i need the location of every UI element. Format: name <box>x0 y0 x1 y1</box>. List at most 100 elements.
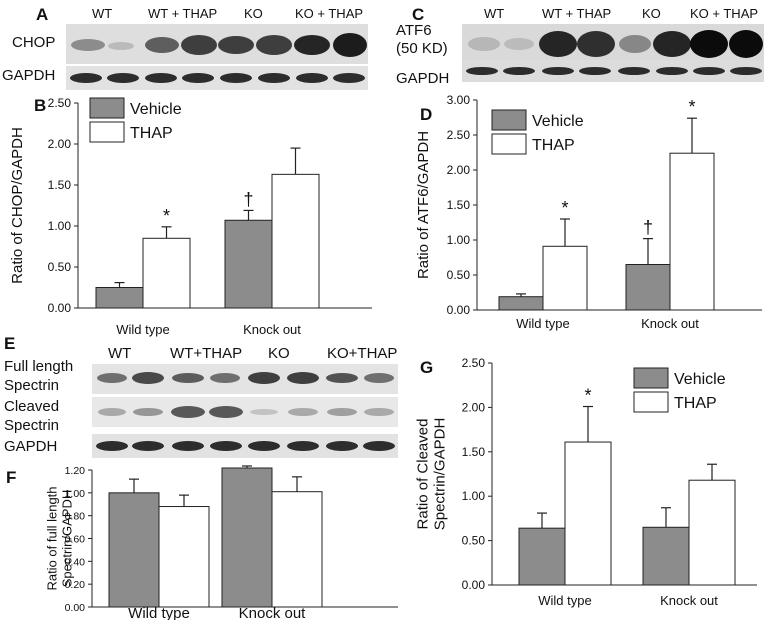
panel-letter-e: E <box>4 334 16 353</box>
y-axis-label-b: Ratio of CHOP/GAPDH <box>9 127 26 284</box>
y-tick-label-d: 1.00 <box>447 233 471 247</box>
category-label-f: Wild type <box>128 605 190 620</box>
lane-label-ko-c: KO <box>642 6 661 21</box>
y-tick-label-f: 0.80 <box>65 511 86 523</box>
blot-row-label-atf6-size: (50 KD) <box>396 40 448 57</box>
category-label-g: Wild type <box>538 593 591 608</box>
legend-swatch-b-thap <box>89 121 125 143</box>
bar-b-vehicle-1 <box>224 219 273 309</box>
legend-label-d-thap: THAP <box>532 137 575 154</box>
blot-row-label-cleaved: Cleaved <box>4 398 60 415</box>
blot-row-label-atf6: ATF6 <box>396 22 432 39</box>
y-tick-label-g: 2.00 <box>462 400 486 414</box>
bar-d-thap-0 <box>542 245 588 311</box>
blot-row-label-gapdh-e: GAPDH <box>4 438 58 455</box>
panel-letter-c: C <box>412 5 425 24</box>
category-label-d: Knock out <box>641 316 699 331</box>
y-tick-label-b: 0.50 <box>48 260 72 274</box>
category-label-b: Knock out <box>243 322 301 337</box>
y-tick-label-g: 2.50 <box>462 356 486 370</box>
category-label-d: Wild type <box>516 316 569 331</box>
y-tick-label-f: 0.60 <box>65 534 86 546</box>
blot-image-atf6 <box>462 24 764 64</box>
legend-swatch-d-thap <box>491 133 527 155</box>
blot-image-chop <box>66 24 368 64</box>
lane-label-wt: WT <box>92 6 113 21</box>
y-tick-label-d: 0.00 <box>447 303 471 317</box>
y-tick-label-f: 0.20 <box>65 579 86 591</box>
significance-marker-g: * <box>584 386 591 406</box>
blot-image-gapdh-e <box>92 434 398 458</box>
lane-label-ko: KO <box>244 6 263 21</box>
y-tick-label-g: 0.50 <box>462 534 486 548</box>
y-tick-label-d: 2.50 <box>447 128 471 142</box>
blot-image-gapdh-c <box>462 60 764 82</box>
lane-label-wt-c: WT <box>484 6 505 21</box>
panel-letter-b: B <box>34 96 47 115</box>
y-axis-label-g: Ratio of Cleaved <box>415 419 432 530</box>
y-tick-label-g: 1.50 <box>462 445 486 459</box>
significance-marker-d: * <box>688 97 695 117</box>
y-tick-label-d: 3.00 <box>447 93 471 107</box>
bar-g-thap-1 <box>688 479 736 586</box>
bar-f-vehicle-0 <box>108 492 160 608</box>
blot-row-label-gapdh: GAPDH <box>2 67 56 84</box>
lane-label-wt-thap-c: WT + THAP <box>542 6 612 21</box>
chart-b: 0.00 0.50 1.00 1.50 2.00 2.50 Ratio of CHOP/GA… <box>9 96 372 337</box>
chart-g: 0.00 0.50 1.00 1.50 2.00 2.50 Ratio of Cleaved… <box>415 356 757 608</box>
significance-marker-b: * <box>163 206 170 226</box>
panel-letter-f: F <box>6 468 17 487</box>
y-tick-label-f: 1.00 <box>65 488 86 500</box>
legend-label-b-vehicle: Vehicle <box>130 101 182 118</box>
y-axis-label-g: Spectrin/GAPDH <box>432 418 449 531</box>
blot-image-gapdh-a <box>66 66 368 90</box>
bar-d-vehicle-0 <box>498 296 544 311</box>
panel-letter-g: G <box>420 358 434 377</box>
lane-label-wt-thap-e: WT+THAP <box>170 345 243 362</box>
y-tick-label-b: 2.50 <box>48 96 72 110</box>
blot-image-full-length-spectrin <box>92 364 398 394</box>
y-tick-label-d: 1.50 <box>447 198 471 212</box>
y-tick-label-d: 2.00 <box>447 163 471 177</box>
blot-row-label-spectrin-1: Spectrin <box>4 377 60 394</box>
significance-marker-d: † <box>643 218 653 238</box>
bar-b-thap-1 <box>271 173 320 309</box>
blot-row-label-gapdh-c: GAPDH <box>396 70 450 87</box>
bar-d-vehicle-1 <box>625 264 671 311</box>
chart-d: 0.00 0.50 1.00 1.50 2.00 2.50 3.00 Ratio of ATF… <box>415 93 762 331</box>
lane-label-ko-thap-e: KO+THAP <box>327 345 398 362</box>
blot-image-cleaved-spectrin <box>92 397 398 427</box>
y-tick-label-f: 0.40 <box>65 556 86 568</box>
y-tick-label-d: 0.50 <box>447 268 471 282</box>
category-label-b: Wild type <box>116 322 169 337</box>
y-tick-label-b: 1.50 <box>48 178 72 192</box>
chart-f: 0.00 0.20 0.40 0.60 0.80 1.00 1.20 Ratio of ful… <box>45 465 398 620</box>
y-tick-label-f: 0.00 <box>65 602 86 614</box>
bar-f-thap-0 <box>158 506 210 608</box>
category-label-f: Knock out <box>239 605 307 620</box>
bar-d-thap-1 <box>669 152 715 311</box>
y-tick-label-b: 2.00 <box>48 137 72 151</box>
legend-label-b-thap: THAP <box>130 125 173 142</box>
category-label-g: Knock out <box>660 593 718 608</box>
bar-g-thap-0 <box>564 441 612 586</box>
blot-row-label-full-length: Full length <box>4 358 74 375</box>
y-tick-label-g: 0.00 <box>462 578 486 592</box>
y-tick-label-b: 1.00 <box>48 219 72 233</box>
legend-swatch-d-vehicle <box>491 109 527 131</box>
legend-label-d-vehicle: Vehicle <box>532 113 584 130</box>
significance-marker-b: † <box>243 189 253 209</box>
bar-g-vehicle-0 <box>518 527 566 586</box>
legend-swatch-g-vehicle <box>633 367 669 389</box>
lane-label-wt-thap: WT + THAP <box>148 6 218 21</box>
legend-swatch-b-vehicle <box>89 97 125 119</box>
y-tick-label-f: 1.20 <box>65 465 86 477</box>
y-tick-label-b: 0.00 <box>48 301 72 315</box>
y-axis-label-d: Ratio of ATF6/GAPDH <box>415 131 432 279</box>
bar-b-vehicle-0 <box>95 287 144 309</box>
blot-row-label-chop: CHOP <box>12 34 56 51</box>
significance-marker-d: * <box>561 198 568 218</box>
legend-swatch-g-thap <box>633 391 669 413</box>
panel-letter-a: A <box>36 5 49 24</box>
bar-b-thap-0 <box>142 237 191 309</box>
